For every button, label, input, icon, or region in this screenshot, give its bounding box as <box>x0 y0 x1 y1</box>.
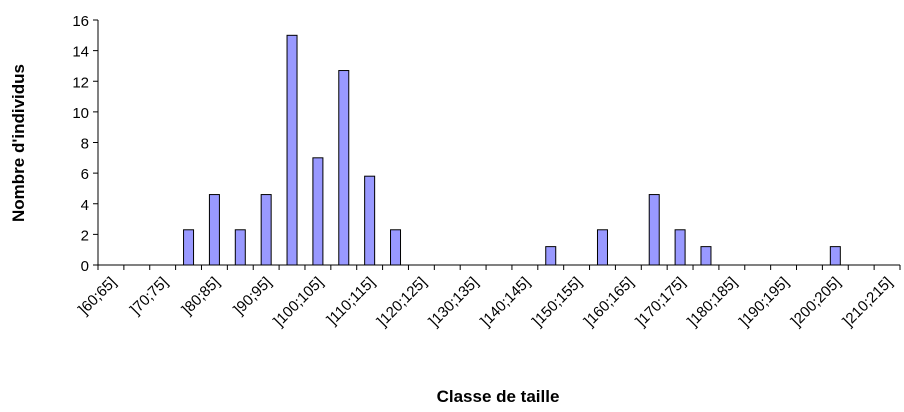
x-tick-label: ]130;135] <box>426 274 482 330</box>
y-tick-label: 14 <box>72 44 89 61</box>
y-tick-label: 8 <box>81 136 89 153</box>
y-tick-label: 16 <box>72 13 89 30</box>
y-tick-label: 12 <box>72 74 89 91</box>
bar <box>364 175 376 266</box>
y-tick-label: 10 <box>72 105 89 122</box>
x-tick-label: ]200;205] <box>788 274 844 330</box>
bar <box>338 70 350 266</box>
x-tick-label: ]80;85] <box>179 274 223 318</box>
x-tick-label: ]140;145] <box>477 274 533 330</box>
x-tick-label: ]100;105] <box>270 274 326 330</box>
x-axis-title: Classe de taille <box>437 387 560 406</box>
y-tick-label: 0 <box>81 258 89 275</box>
bar <box>234 229 246 266</box>
x-tick-label: ]160;165] <box>581 274 637 330</box>
x-tick-label: ]170;175] <box>633 274 689 330</box>
bar <box>648 194 660 266</box>
y-tick-label: 2 <box>81 227 89 244</box>
bar <box>596 229 608 266</box>
bar <box>700 246 712 266</box>
x-tick-label: ]90;95] <box>231 274 275 318</box>
x-tick-label: ]150;155] <box>529 274 585 330</box>
y-tick-label: 4 <box>81 197 89 214</box>
x-tick-label: ]210;215] <box>840 274 896 330</box>
x-tick-label: ]70;75] <box>127 274 171 318</box>
bar <box>208 194 220 266</box>
bar <box>260 194 272 266</box>
bar <box>674 229 686 266</box>
x-tick-label: ]60;65] <box>75 274 119 318</box>
bar <box>390 229 402 266</box>
bar <box>286 34 298 266</box>
x-tick-label: ]180;185] <box>684 274 740 330</box>
y-axis-title: Nombre d'individus <box>9 64 28 222</box>
x-tick-label: ]190;195] <box>736 274 792 330</box>
x-tick-label: ]120;125] <box>374 274 430 330</box>
y-tick-label: 6 <box>81 166 89 183</box>
bar <box>183 229 195 266</box>
bar <box>312 157 324 266</box>
bar <box>545 246 557 266</box>
bar <box>829 246 841 266</box>
x-tick-label: ]110;115] <box>324 274 379 329</box>
